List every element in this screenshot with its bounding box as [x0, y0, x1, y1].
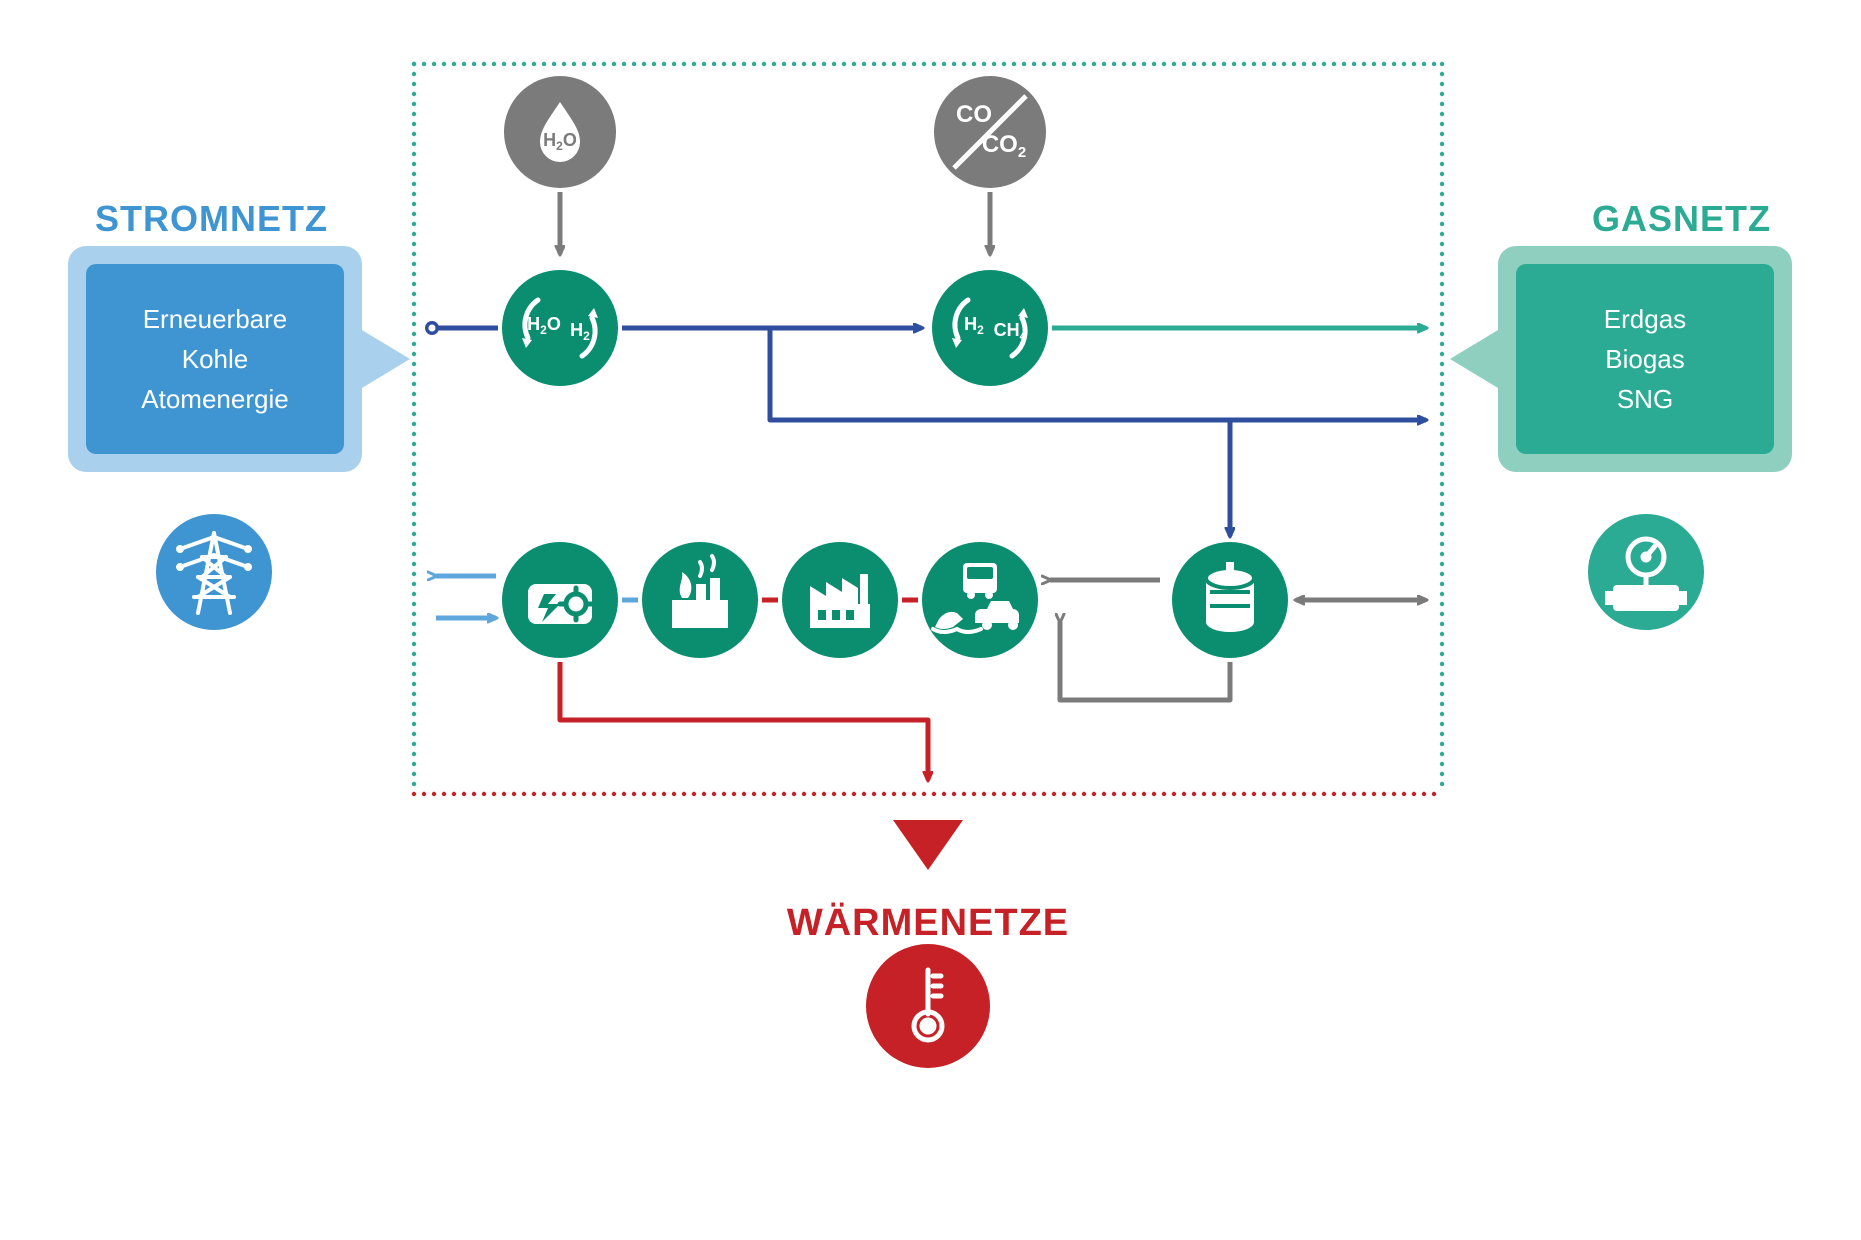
heading-stromnetz: STROMNETZ	[95, 198, 328, 240]
panel-gasnetz-inner: Erdgas Biogas SNG	[1516, 264, 1774, 454]
stromnetz-item: Atomenergie	[141, 379, 288, 419]
svg-text:H2O: H2O	[527, 314, 561, 337]
thermometer-icon	[866, 944, 990, 1068]
svg-text:CO2: CO2	[982, 131, 1026, 161]
heading-gasnetz: GASNETZ	[1592, 198, 1771, 240]
svg-text:H2: H2	[964, 314, 984, 337]
heading-waermenetze: WÄRMENETZE	[728, 902, 1128, 945]
node-storage-icon	[1172, 542, 1288, 658]
gasnetz-item: Biogas	[1605, 339, 1685, 379]
gasnetz-item: SNG	[1617, 379, 1673, 419]
node-electrolysis: H2O H2	[502, 270, 618, 386]
pylon-icon	[156, 514, 272, 630]
node-mobility-icon	[922, 542, 1038, 658]
svg-text:H2: H2	[570, 320, 590, 343]
panel-stromnetz-inner: Erneuerbare Kohle Atomenergie	[86, 264, 344, 454]
node-methanation: H2 CH4	[932, 270, 1048, 386]
node-co-co2-input: CO CO2	[934, 76, 1046, 188]
svg-text:CO: CO	[956, 101, 992, 128]
node-h2o-input: H2O	[504, 76, 616, 188]
gas-meter-icon	[1588, 514, 1704, 630]
node-factory-icon	[782, 542, 898, 658]
gasnetz-item: Erdgas	[1604, 299, 1686, 339]
node-heater-icon	[642, 542, 758, 658]
stromnetz-item: Kohle	[182, 339, 249, 379]
node-chp-icon	[502, 542, 618, 658]
stromnetz-item: Erneuerbare	[143, 299, 288, 339]
